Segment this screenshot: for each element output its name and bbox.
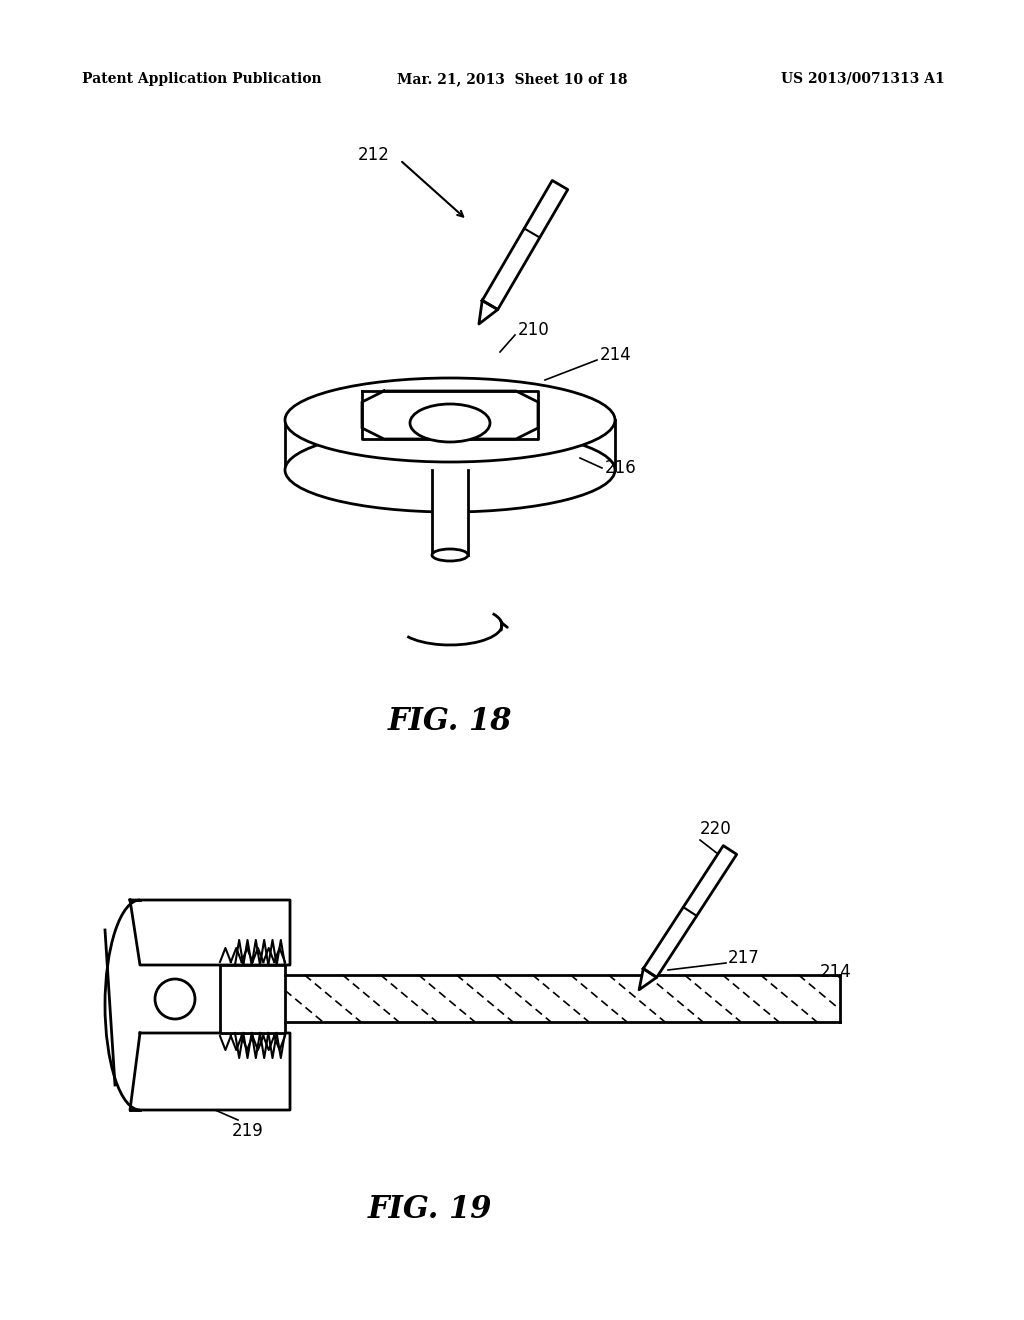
Text: Mar. 21, 2013  Sheet 10 of 18: Mar. 21, 2013 Sheet 10 of 18 <box>396 73 628 86</box>
Text: 214: 214 <box>600 346 632 364</box>
Text: Patent Application Publication: Patent Application Publication <box>82 73 322 86</box>
Polygon shape <box>130 1034 290 1110</box>
Text: 219: 219 <box>232 1122 264 1140</box>
Polygon shape <box>285 975 840 1022</box>
Text: 210: 210 <box>518 321 550 339</box>
Circle shape <box>155 979 195 1019</box>
Text: 220: 220 <box>700 820 732 838</box>
Polygon shape <box>130 900 290 965</box>
Polygon shape <box>482 181 567 309</box>
Text: 217: 217 <box>728 949 760 968</box>
Ellipse shape <box>285 378 615 462</box>
Text: 214: 214 <box>820 964 852 981</box>
Polygon shape <box>479 301 498 323</box>
Ellipse shape <box>285 428 615 512</box>
Polygon shape <box>362 391 538 440</box>
Polygon shape <box>432 470 468 554</box>
Ellipse shape <box>432 549 468 561</box>
Ellipse shape <box>410 404 490 442</box>
Text: US 2013/0071313 A1: US 2013/0071313 A1 <box>781 73 945 86</box>
Polygon shape <box>220 965 285 1034</box>
Polygon shape <box>362 391 538 440</box>
Text: 216: 216 <box>605 459 637 477</box>
Polygon shape <box>643 846 736 977</box>
Text: FIG. 19: FIG. 19 <box>368 1195 493 1225</box>
Text: 212: 212 <box>358 147 390 164</box>
Polygon shape <box>639 969 656 990</box>
Text: FIG. 18: FIG. 18 <box>388 706 512 738</box>
